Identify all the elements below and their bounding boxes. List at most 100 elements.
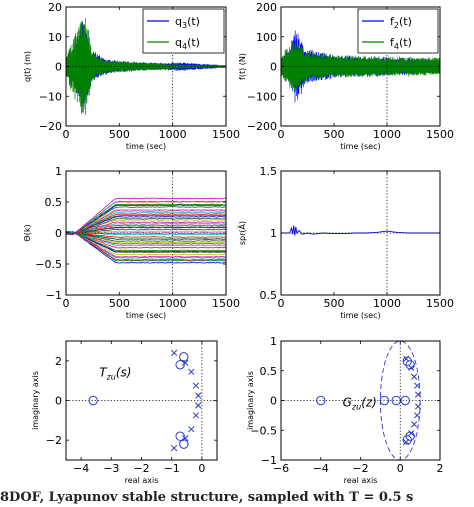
- y-tick-label: 200: [256, 1, 277, 14]
- theta-series-34: [66, 208, 226, 235]
- x-tick-label: −6: [273, 462, 289, 475]
- x-tick-label: 1500: [212, 297, 240, 310]
- chart-panel-3: 0 500 1000 1500 1 0.5 0 −0.5 −1 time (sec) Θ(k): [23, 165, 240, 320]
- y-tick-label: −2: [46, 434, 62, 447]
- theta-series-17: [66, 231, 226, 238]
- zero-marker: [402, 356, 412, 366]
- pole-marker: [413, 382, 421, 389]
- y-tick-label: −20: [39, 120, 62, 133]
- y-tick-label: 0: [270, 61, 277, 74]
- pole-marker: [182, 435, 189, 442]
- chart-panel-1: 0 500 1000 1500 20 10 0 −10 −20 time (sec) q(t) (m…: [23, 1, 240, 151]
- y-tick-label: 2: [55, 355, 62, 368]
- pole-marker: [195, 402, 202, 409]
- legend-box: [357, 8, 439, 54]
- series-line-2: [281, 40, 440, 95]
- zero-marker: [175, 360, 185, 370]
- pole-marker: [408, 364, 415, 371]
- x-tick-label: −4: [73, 462, 89, 475]
- pole-marker: [170, 349, 178, 357]
- theta-series-23: [66, 226, 226, 235]
- y-tick-label: 10: [48, 31, 62, 44]
- y-tick-label: 1: [270, 227, 277, 240]
- y-tick-label: −100: [247, 90, 277, 103]
- theta-series-12: [66, 230, 226, 245]
- y-tick-label: 0: [55, 61, 62, 74]
- y-tick-label: 0.5: [45, 196, 63, 209]
- pole-marker: [195, 392, 202, 399]
- y-tick-label: −10: [39, 90, 62, 103]
- x-tick-label: −3: [103, 462, 119, 475]
- x-tick-label: −4: [313, 462, 329, 475]
- y-tick-label: 1.5: [260, 165, 278, 178]
- y-axis-label: Θ(k): [23, 224, 32, 241]
- zero-marker: [400, 395, 410, 406]
- theta-series-14: [66, 230, 226, 242]
- theta-series-35: [66, 206, 226, 235]
- theta-series-25: [66, 223, 226, 235]
- x-tick-label: 500: [324, 128, 345, 141]
- x-tick-label: 0: [397, 462, 404, 475]
- y-tick-label: 100: [256, 31, 277, 44]
- legend: q3(t) q4(t): [142, 8, 225, 54]
- y-tick-label: 0: [55, 227, 62, 240]
- x-tick-label: 500: [109, 128, 130, 141]
- pole-marker: [403, 355, 410, 363]
- y-axis-label: spr(Ã): [237, 221, 247, 245]
- pole-marker: [414, 403, 422, 410]
- y-tick-label: 1: [55, 165, 62, 178]
- theta-series-30: [66, 214, 226, 235]
- y-tick-label: 0.5: [260, 365, 278, 378]
- chart-panel-6: Gzu(z) −6 −4 −2 0 2 1 0.5 0 −0.5 −1 real axis imagin…: [246, 335, 444, 485]
- zero-marker: [402, 435, 412, 445]
- legend-entry: q4(t): [175, 36, 200, 51]
- theta-series-10: [66, 230, 226, 249]
- theta-series-4: [66, 231, 226, 259]
- x-tick-label: −2: [352, 462, 368, 475]
- x-tick-label: −1: [164, 462, 180, 475]
- theta-series-39: [66, 200, 226, 235]
- x-axis-label: time (sec): [126, 142, 166, 151]
- pole-marker: [182, 359, 189, 366]
- theta-series-9: [66, 231, 226, 252]
- pole-marker: [414, 391, 422, 398]
- x-axis-label: time (sec): [340, 311, 380, 320]
- y-tick-label: 0: [55, 395, 62, 408]
- y-tick-label: 1: [270, 335, 277, 348]
- theta-series-21: [66, 228, 226, 235]
- series-line-2: [66, 17, 226, 116]
- zero-marker: [175, 431, 185, 441]
- pole-marker: [413, 412, 421, 419]
- theta-series-29: [66, 216, 226, 235]
- y-tick-label: −200: [247, 120, 277, 133]
- x-tick-label: 0: [198, 462, 205, 475]
- y-axis-label: imaginary axis: [31, 371, 40, 430]
- x-tick-label: 2: [437, 462, 444, 475]
- x-tick-label: 1500: [426, 128, 454, 141]
- theta-series-3: [66, 230, 226, 261]
- spectral-radius-line: [281, 225, 440, 236]
- pole-marker: [411, 421, 418, 428]
- theta-series-11: [66, 231, 226, 247]
- legend-entry: f4(t): [390, 36, 412, 51]
- plot-area: [281, 225, 440, 236]
- zero-marker: [88, 395, 98, 406]
- pole-marker: [188, 426, 195, 433]
- plot-area: [281, 30, 440, 103]
- y-tick-label: 0.5: [260, 289, 278, 302]
- theta-series-1: [66, 231, 226, 264]
- x-tick-label: 1000: [373, 297, 401, 310]
- y-tick-label: −1: [46, 289, 62, 302]
- zero-marker: [379, 395, 390, 406]
- y-axis-label: q(t) (m): [23, 51, 32, 82]
- plot-area: [66, 197, 226, 264]
- pole-marker: [411, 373, 418, 380]
- plot-area: [66, 17, 226, 116]
- pole-marker: [403, 438, 410, 446]
- y-tick-label: 20: [48, 1, 62, 14]
- x-tick-label: 1500: [212, 128, 240, 141]
- legend-entry: f2(t): [390, 15, 412, 30]
- x-tick-label: 0: [63, 128, 70, 141]
